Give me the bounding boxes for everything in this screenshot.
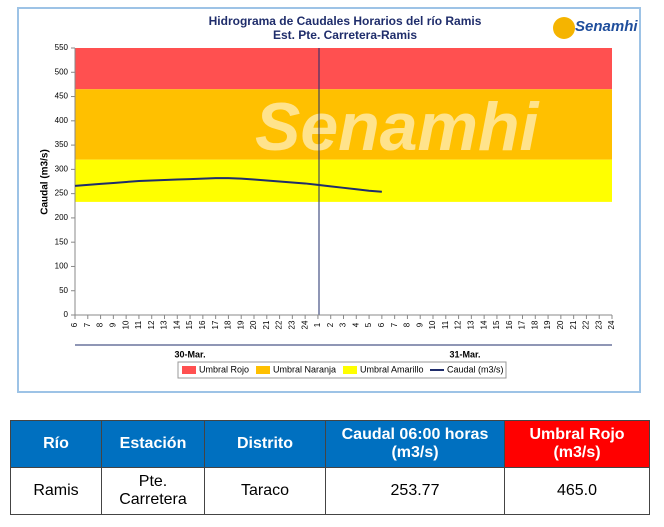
header-cell: Caudal 06:00 horas (m3/s) — [325, 420, 505, 468]
y-tick-label: 200 — [55, 213, 69, 222]
x-tick-label: 11 — [441, 320, 450, 329]
y-tick-label: 500 — [55, 67, 69, 76]
x-tick-label: 14 — [479, 320, 488, 329]
x-tick-label: 9 — [108, 322, 117, 327]
x-tick-label: 14 — [172, 320, 181, 329]
cell: 253.77 — [325, 467, 505, 515]
date-label: 31-Mar. — [449, 349, 480, 359]
x-tick-label: 8 — [96, 322, 105, 327]
y-tick-label: 300 — [55, 164, 69, 173]
y-tick-label: 0 — [64, 310, 69, 319]
y-tick-label: 150 — [55, 237, 69, 246]
x-tick-label: 10 — [121, 320, 130, 329]
x-tick-label: 11 — [134, 320, 143, 329]
x-tick-label: 22 — [582, 320, 591, 329]
y-axis-label: Caudal (m3/s) — [40, 149, 51, 215]
legend-label: Caudal (m3/s) — [447, 364, 504, 374]
x-tick-label: 24 — [300, 320, 309, 329]
y-tick-label: 350 — [55, 140, 69, 149]
x-tick-label: 23 — [594, 320, 603, 329]
x-tick-label: 17 — [211, 320, 220, 329]
x-tick-label: 15 — [492, 320, 501, 329]
x-tick-label: 10 — [428, 320, 437, 329]
x-tick-label: 7 — [83, 322, 92, 327]
x-tick-label: 17 — [518, 320, 527, 329]
x-tick-label: 19 — [236, 320, 245, 329]
header-cell: Distrito — [204, 420, 326, 468]
x-tick-label: 9 — [415, 322, 424, 327]
y-tick-label: 100 — [55, 262, 69, 271]
x-tick-label: 13 — [160, 320, 169, 329]
x-tick-label: 23 — [287, 320, 296, 329]
x-tick-label: 3 — [339, 322, 348, 327]
x-tick-label: 16 — [505, 320, 514, 329]
logo-sun — [553, 17, 575, 39]
cell: Ramis — [10, 467, 102, 515]
x-tick-label: 1 — [313, 322, 322, 327]
legend-label: Umbral Rojo — [199, 364, 249, 374]
x-tick-label: 2 — [326, 322, 335, 327]
legend-swatch — [343, 366, 357, 374]
x-tick-label: 12 — [454, 320, 463, 329]
legend-label: Umbral Naranja — [273, 364, 336, 374]
chart-subtitle: Est. Pte. Carretera-Ramis — [273, 28, 417, 42]
x-tick-label: 12 — [147, 320, 156, 329]
y-tick-label: 50 — [59, 286, 68, 295]
y-tick-label: 400 — [55, 116, 69, 125]
legend-swatch — [256, 366, 270, 374]
x-tick-label: 20 — [556, 320, 565, 329]
legend-swatch — [182, 366, 196, 374]
x-tick-label: 22 — [275, 320, 284, 329]
bands — [75, 48, 612, 202]
x-tick-label: 6 — [377, 322, 386, 327]
legend-label: Umbral Amarillo — [360, 364, 424, 374]
caudal-line — [74, 177, 382, 193]
cell: Pte. Carretera — [101, 467, 205, 515]
x-tick-label: 15 — [185, 320, 194, 329]
chart-title: Hidrograma de Caudales Horarios del río … — [209, 14, 482, 28]
summary-table: Río Estación Distrito Caudal 06:00 horas… — [10, 420, 650, 515]
chart: Senamhi Hidrograma de Caudales Horarios … — [17, 7, 641, 393]
x-tick-label: 6 — [70, 322, 79, 327]
x-tick-label: 16 — [198, 320, 207, 329]
y-tick-label: 250 — [55, 189, 69, 198]
watermark: Senamhi — [255, 89, 541, 165]
cell: 465.0 — [504, 467, 650, 515]
header-cell: Estación — [101, 420, 205, 468]
x-tick-label: 21 — [262, 320, 271, 329]
x-tick-label: 19 — [543, 320, 552, 329]
header-cell: Umbral Rojo (m3/s) — [504, 420, 650, 468]
x-tick-label: 8 — [403, 322, 412, 327]
date-label: 30-Mar. — [175, 349, 206, 359]
x-tick-label: 18 — [224, 320, 233, 329]
x-tick-label: 18 — [530, 320, 539, 329]
x-tick-label: 5 — [364, 322, 373, 327]
x-tick-label: 24 — [607, 320, 616, 329]
table-header: Río Estación Distrito Caudal 06:00 horas… — [10, 420, 650, 468]
y-tick-label: 550 — [55, 43, 69, 52]
logo-text: Senamhi — [575, 18, 638, 35]
table-row: Ramis Pte. Carretera Taraco 253.77 465.0 — [10, 467, 650, 515]
threshold-band — [75, 48, 612, 90]
x-tick-label: 13 — [466, 320, 475, 329]
y-tick-label: 450 — [55, 92, 69, 101]
threshold-band — [75, 89, 612, 160]
x-tick-label: 7 — [390, 322, 399, 327]
header-cell: Río — [10, 420, 102, 468]
x-tick-label: 4 — [351, 322, 360, 327]
x-tick-label: 20 — [249, 320, 258, 329]
cell: Taraco — [204, 467, 326, 515]
x-tick-label: 21 — [569, 320, 578, 329]
